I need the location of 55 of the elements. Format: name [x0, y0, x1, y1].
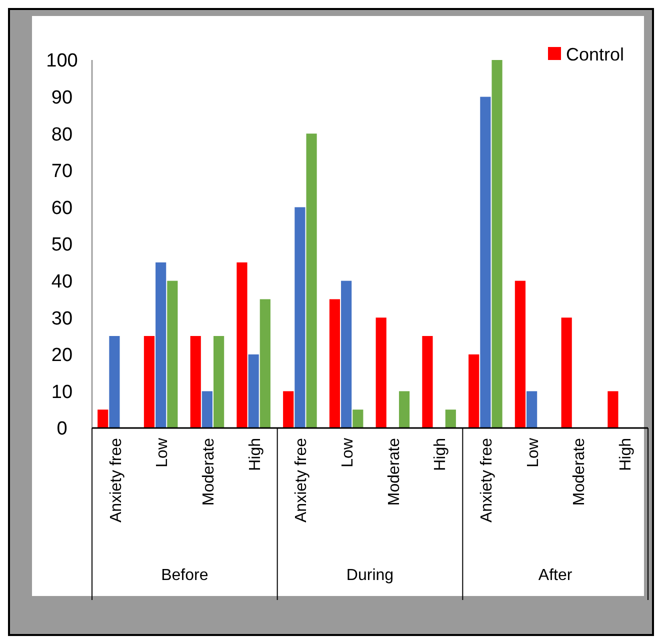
y-tick-label: 90 [51, 87, 73, 108]
y-tick-label: 10 [51, 382, 73, 403]
x-tick-label: Low [524, 438, 542, 468]
bar [468, 354, 480, 428]
x-tick-label: Low [339, 438, 356, 468]
bar [156, 262, 166, 428]
y-tick-label: 20 [51, 345, 73, 366]
bar [422, 336, 433, 428]
bar [202, 391, 212, 428]
bar [144, 336, 155, 428]
bar [514, 280, 526, 428]
x-tick-label: High [617, 438, 634, 471]
y-tick-label: 100 [46, 50, 78, 72]
y-tick-label: 30 [51, 308, 73, 330]
x-tick-label: Low [154, 438, 172, 468]
y-tick-label: 80 [51, 124, 73, 146]
y-tick-label: 40 [51, 271, 73, 292]
bar [109, 336, 120, 428]
bar [248, 354, 259, 428]
bar [190, 336, 201, 428]
bar [398, 391, 410, 428]
x-tick-label: Anxiety free [293, 438, 310, 522]
bar [98, 410, 108, 428]
bar [480, 96, 491, 428]
y-tick-label: 0 [56, 418, 68, 440]
bar [167, 280, 178, 428]
bar [492, 60, 502, 428]
text: During [346, 567, 394, 584]
bar [283, 391, 294, 428]
bar [376, 318, 386, 428]
bar [341, 280, 352, 428]
x-tick-label: High [432, 438, 450, 471]
text: After [538, 567, 573, 584]
x-tick-label: Anxiety free [478, 438, 496, 522]
bar [213, 336, 224, 428]
bar [445, 410, 456, 428]
bar [526, 391, 538, 428]
x-tick-label: Moderate [571, 438, 588, 506]
bar [236, 262, 248, 428]
y-tick-label: 50 [51, 234, 73, 256]
bar [329, 299, 340, 428]
bar [294, 207, 306, 428]
legend-label: Control [566, 44, 624, 64]
y-tick-label: 70 [51, 161, 73, 182]
x-tick-label: High [246, 438, 264, 471]
bar [608, 391, 618, 428]
y-tick-label: 60 [51, 198, 73, 219]
x-tick-label: Moderate [200, 438, 218, 506]
bar [260, 299, 270, 428]
x-tick-label: Moderate [386, 438, 403, 506]
bar [561, 318, 572, 428]
bar [306, 134, 317, 428]
bar [352, 410, 364, 428]
x-tick-label: Anxiety free [108, 438, 125, 522]
text: Before [161, 567, 208, 584]
